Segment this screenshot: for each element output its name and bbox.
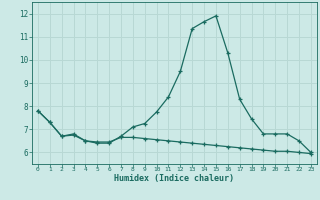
X-axis label: Humidex (Indice chaleur): Humidex (Indice chaleur) [115, 174, 234, 183]
